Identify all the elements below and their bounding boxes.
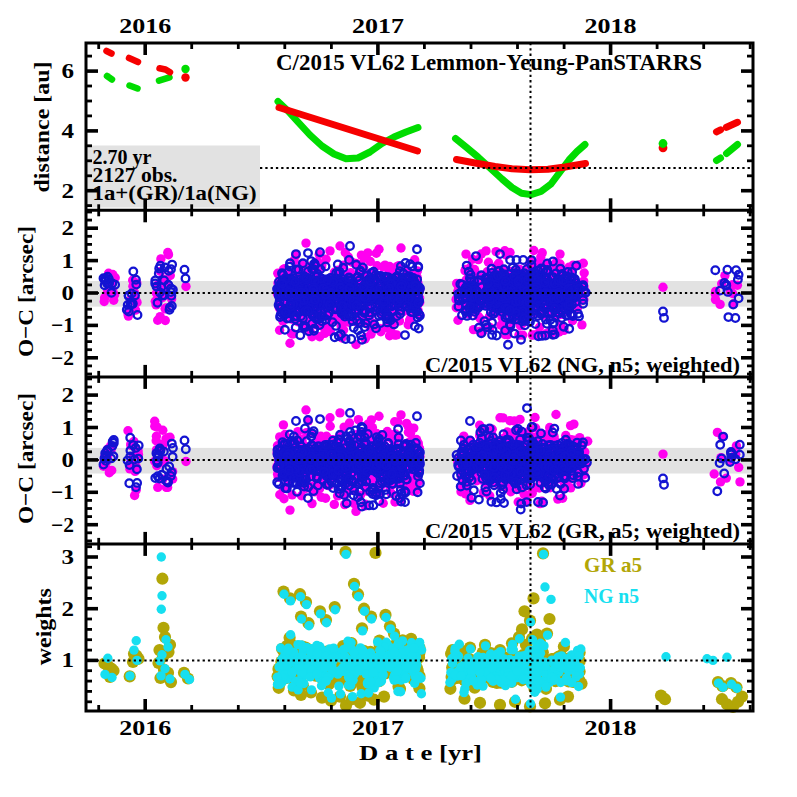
svg-text:C/2015 VL62 (GR, a5; weighted): C/2015 VL62 (GR, a5; weighted) [425,518,740,543]
svg-text:3: 3 [62,545,75,569]
svg-text:2: 2 [62,179,75,203]
svg-text:distance [au]: distance [au] [29,62,54,193]
svg-text:2018: 2018 [585,716,637,740]
svg-text:2017: 2017 [352,14,404,38]
svg-text:−1: −1 [51,313,74,337]
svg-text:−2: −2 [51,346,74,370]
svg-text:1a+(GR)/1a(NG): 1a+(GR)/1a(NG) [93,182,257,205]
svg-text:−2: −2 [51,513,74,537]
svg-text:6: 6 [62,59,75,83]
svg-text:1: 1 [62,416,75,440]
svg-text:O−C [arcsec]: O−C [arcsec] [13,393,38,524]
svg-text:1: 1 [62,249,75,273]
svg-text:D a t e [yr]: D a t e [yr] [359,741,482,765]
svg-text:−1: −1 [51,480,74,504]
svg-text:C/2015 VL62 Lemmon-Yeung-PanST: C/2015 VL62 Lemmon-Yeung-PanSTARRS [276,49,702,75]
svg-text:NG n5: NG n5 [584,584,639,608]
svg-text:0: 0 [62,281,75,305]
svg-text:2: 2 [62,597,75,621]
svg-text:0: 0 [62,448,75,472]
svg-text:2: 2 [62,383,75,407]
svg-text:2016: 2016 [119,14,171,38]
svg-text:GR a5: GR a5 [584,553,642,577]
svg-text:1: 1 [62,648,75,672]
svg-text:weights: weights [32,588,57,665]
svg-text:C/2015 VL62 (NG, n5; weighted): C/2015 VL62 (NG, n5; weighted) [425,352,740,377]
svg-text:2017: 2017 [352,716,404,740]
svg-text:4: 4 [62,119,75,143]
svg-text:O−C [arcsec]: O−C [arcsec] [13,226,38,357]
svg-text:2016: 2016 [119,716,171,740]
svg-text:2: 2 [62,216,75,240]
svg-text:2018: 2018 [585,14,637,38]
